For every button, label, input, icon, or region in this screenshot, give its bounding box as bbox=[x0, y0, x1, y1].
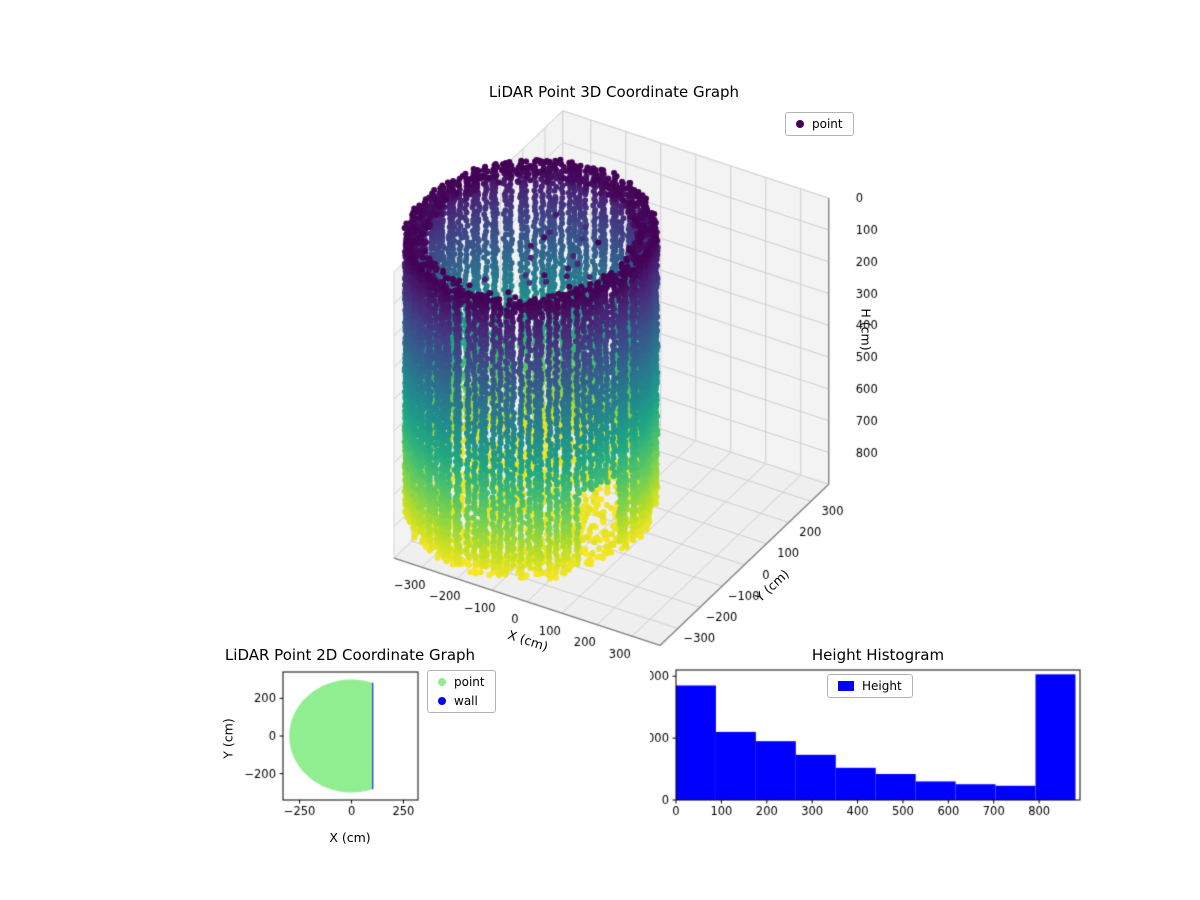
legend-entry-height: Height bbox=[838, 679, 902, 693]
plot2d-y-axis-label: Y (cm) bbox=[220, 718, 236, 759]
legend-entry-point-2d: point bbox=[438, 675, 485, 689]
legend-label: point bbox=[812, 117, 843, 131]
legend-2d: point wall bbox=[427, 670, 496, 713]
plot2d-title: LiDAR Point 2D Coordinate Graph bbox=[224, 646, 476, 664]
plot3d-title: LiDAR Point 3D Coordinate Graph bbox=[488, 83, 740, 101]
plot3d-h-axis-label: H (cm) bbox=[858, 308, 874, 351]
legend-histogram: Height bbox=[827, 674, 913, 698]
legend-entry-point-3d: point bbox=[796, 117, 843, 131]
histogram-title: Height Histogram bbox=[811, 646, 945, 664]
legend-label: point bbox=[454, 675, 485, 689]
wall-marker-icon bbox=[438, 697, 446, 705]
plot2d-x-axis-label: X (cm) bbox=[329, 830, 371, 845]
legend-label: wall bbox=[454, 694, 478, 708]
lidar-3d-scatter-canvas bbox=[320, 95, 900, 670]
height-marker-icon bbox=[838, 681, 854, 691]
legend-entry-wall-2d: wall bbox=[438, 694, 485, 708]
legend-3d: point bbox=[785, 112, 854, 136]
legend-label: Height bbox=[862, 679, 902, 693]
point-marker-icon bbox=[438, 678, 446, 686]
point-marker-icon bbox=[796, 120, 804, 128]
